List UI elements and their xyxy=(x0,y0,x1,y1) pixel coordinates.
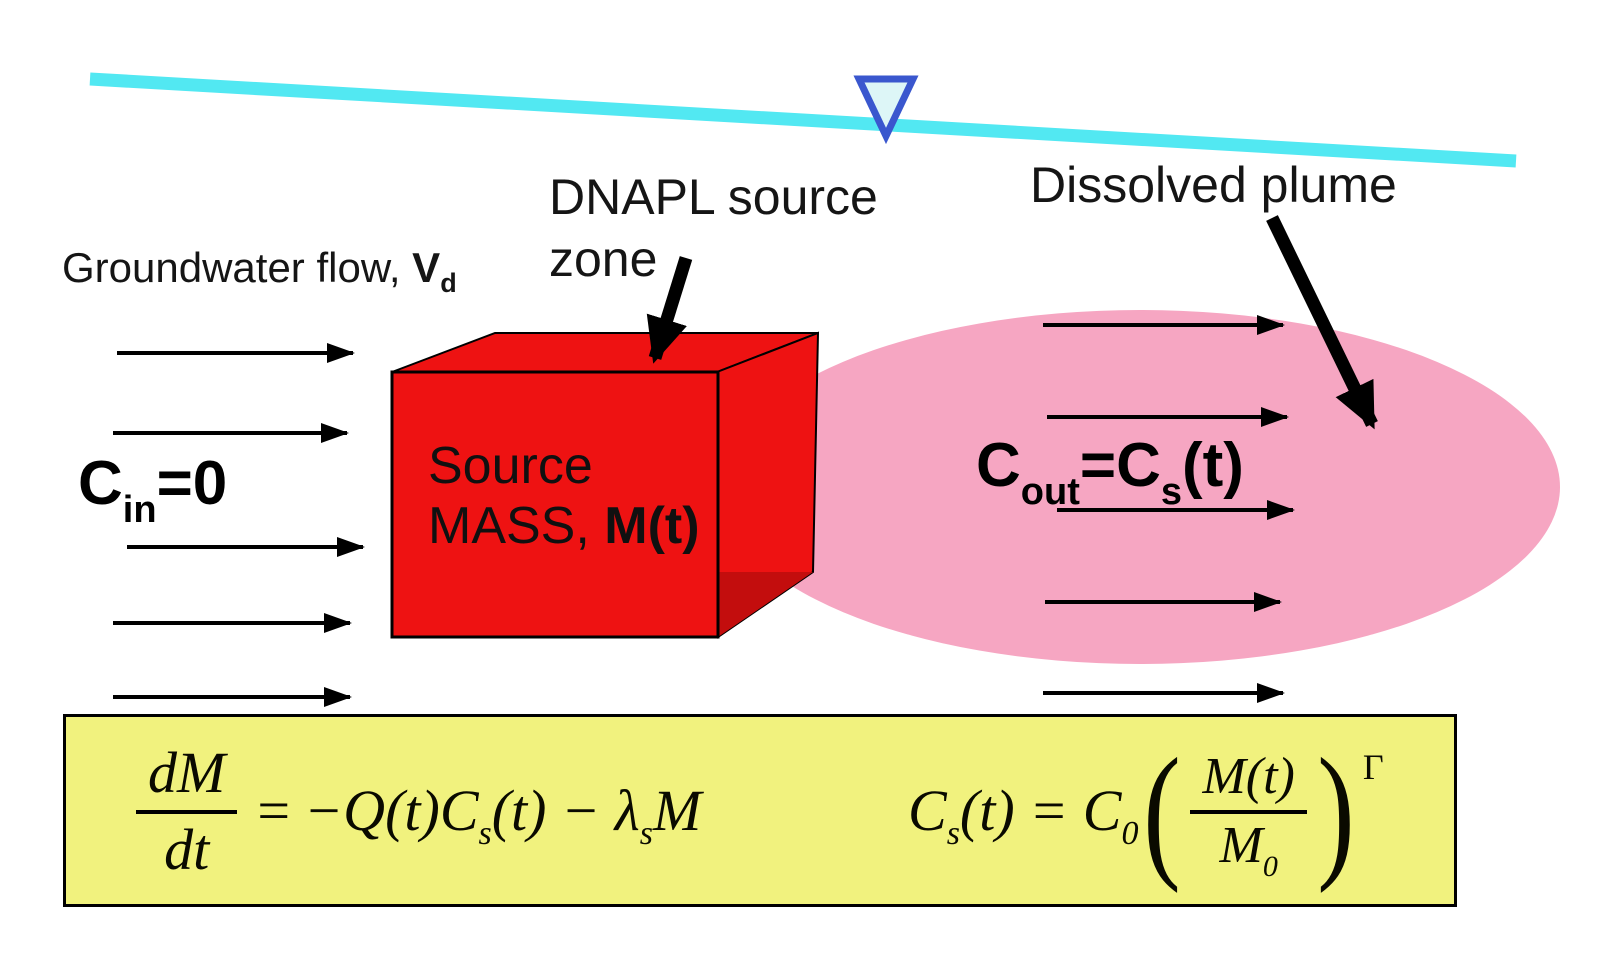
mass-balance-rhs2: (t) − λ xyxy=(491,778,640,843)
mass-balance-rhs3: M xyxy=(652,778,702,843)
power-law-lhs: Cs(t) = C0 xyxy=(908,777,1139,851)
inflow-arrows xyxy=(113,343,365,707)
c-out-var2: C xyxy=(1116,431,1161,500)
groundwater-velocity-sub: d xyxy=(440,268,457,298)
power-law-lhs-sub: s xyxy=(946,815,960,852)
source-mass-var: M(t) xyxy=(604,497,700,555)
source-mass-line2: MASS, M(t) xyxy=(428,496,700,556)
groundwater-flow-label: Groundwater flow, Vd xyxy=(62,244,457,299)
dissolved-plume-label: Dissolved plume xyxy=(1030,157,1397,213)
water-table-marker-icon xyxy=(853,75,919,145)
c-out-rest: (t) xyxy=(1182,431,1244,500)
plume-pointer-arrow xyxy=(1266,215,1378,430)
power-law-fraction: M(t) M0 xyxy=(1190,747,1307,882)
dnapl-label-line2: zone xyxy=(549,231,658,287)
dnapl-pointer-arrow xyxy=(646,256,693,364)
c-in-var: C xyxy=(78,449,123,518)
mass-balance-frac-den: dt xyxy=(164,816,210,882)
power-law-frac-den: M0 xyxy=(1219,814,1277,882)
source-cube-front-face xyxy=(390,370,720,639)
c-in-rest: =0 xyxy=(156,449,228,518)
water-table-line xyxy=(89,72,1517,168)
c-out-var: C xyxy=(976,431,1021,500)
c-out-equals: = xyxy=(1079,431,1117,500)
mass-balance-rhs1-sub: s xyxy=(478,815,492,852)
mass-balance-rhs2-sub: s xyxy=(639,815,653,852)
dnapl-source-zone-label: DNAPL source zone xyxy=(549,166,878,290)
source-mass-line2-text: MASS, xyxy=(428,497,605,555)
c-out-sub2: s xyxy=(1160,471,1182,513)
groundwater-velocity-var: V xyxy=(412,244,441,291)
dnapl-label-line1: DNAPL source xyxy=(549,169,878,225)
c-in-sub: in xyxy=(122,489,157,531)
power-law-frac-den-var: M xyxy=(1219,816,1263,874)
power-law-lhs-var: C xyxy=(908,778,947,843)
power-law-lhs-mid: (t) = C xyxy=(959,778,1122,843)
source-cube-shadow-wedge xyxy=(718,572,813,637)
power-law-frac-den-sub: 0 xyxy=(1262,849,1278,883)
c-out-sub: out xyxy=(1020,471,1080,513)
power-law-exponent: Γ xyxy=(1362,746,1384,787)
source-mass-label: Source MASS, M(t) xyxy=(428,436,700,556)
mass-balance-equals: = xyxy=(257,778,291,843)
mass-balance-rhs1: −Q(t)C xyxy=(304,778,479,843)
equation-box: dM dt = −Q(t)Cs(t) − λsM Cs(t) = C0 ( M(… xyxy=(63,714,1457,907)
power-law-frac-num: M(t) xyxy=(1190,747,1307,814)
c-out-label: Cout=Cs(t) xyxy=(976,430,1244,514)
c-in-label: Cin=0 xyxy=(78,448,227,532)
mass-balance-fraction: dM dt xyxy=(136,739,238,883)
mass-balance-equation: dM dt = −Q(t)Cs(t) − λsM xyxy=(130,739,701,883)
power-law-lhs-mid-sub: 0 xyxy=(1121,815,1139,852)
power-law-equation: Cs(t) = C0 ( M(t) M0 ) Γ xyxy=(908,727,1384,894)
groundwater-flow-text: Groundwater flow, xyxy=(62,244,413,291)
mass-balance-rhs: −Q(t)Cs(t) − λsM xyxy=(304,777,702,851)
outflow-arrows xyxy=(1043,315,1295,703)
mass-balance-frac-num: dM xyxy=(136,739,238,814)
source-mass-line1: Source xyxy=(428,437,593,495)
